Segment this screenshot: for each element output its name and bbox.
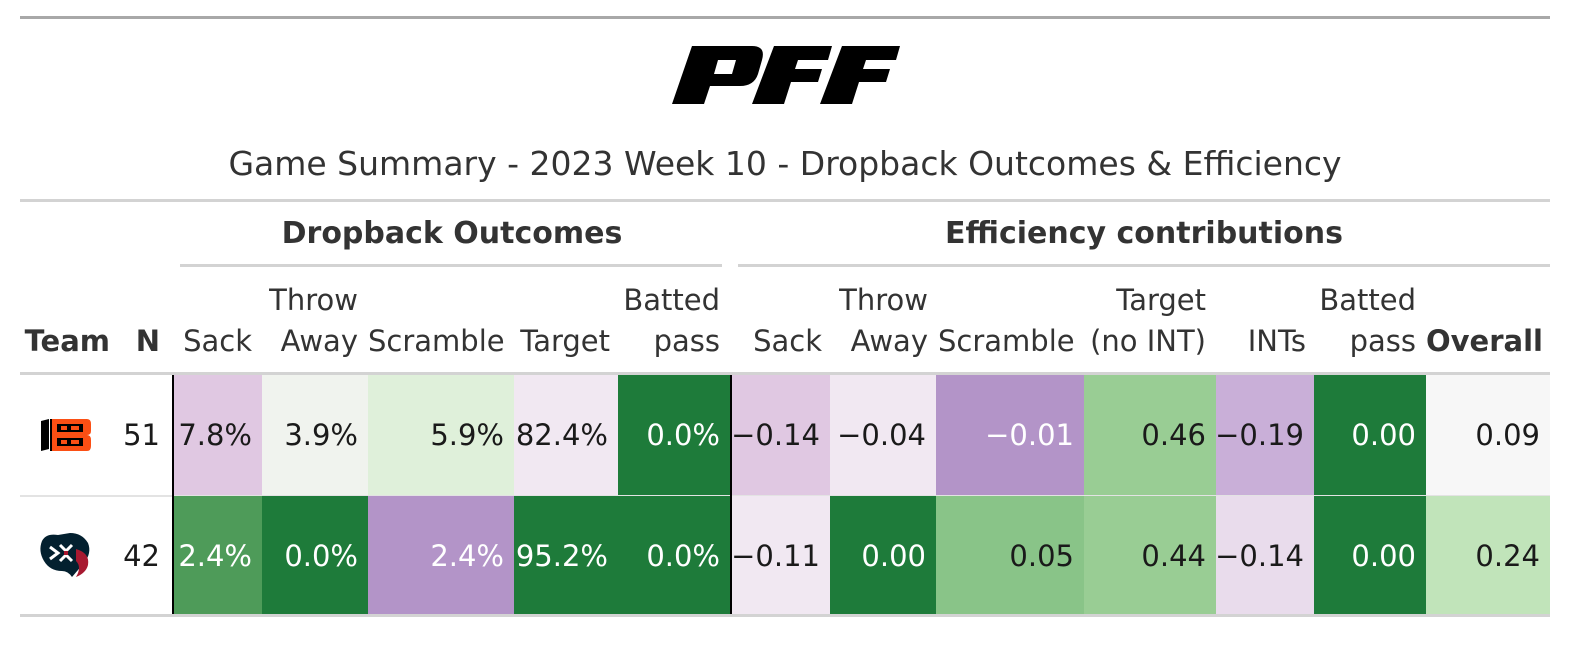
col-header-dropback-scramble: Scramble (368, 324, 505, 358)
page-title: Game Summary - 2023 Week 10 - Dropback O… (228, 144, 1342, 183)
cell-eff-ints: −0.14 (1215, 496, 1314, 616)
col-header-eff-overall: Overall (1426, 324, 1543, 358)
cell-dropback-sack: 2.4% (172, 496, 262, 616)
header-rule (20, 372, 1550, 375)
group-rule-dropback (180, 264, 722, 267)
col-header-eff-batted-pass: Batted pass (1319, 283, 1416, 358)
cell-dropback-scramble: 2.4% (368, 496, 514, 616)
cell-eff-scramble: 0.05 (936, 496, 1084, 616)
group-efficiency-contributions: Efficiency contributions (945, 216, 1343, 251)
cell-eff-overall: 0.09 (1426, 375, 1550, 495)
team-cell (20, 496, 110, 616)
cell-dropback-batted-pass: 0.0% (618, 375, 730, 495)
group-dropback-outcomes: Dropback Outcomes (281, 216, 623, 251)
cell-dropback-target: 95.2% (514, 496, 618, 616)
cell-eff-scramble: −0.01 (936, 375, 1084, 495)
cell-dropback-throw-away: 3.9% (262, 375, 368, 495)
table-row: 51 7.8% 3.9% 5.9% 82.4% 0.0% −0.14 −0.04… (20, 375, 1550, 495)
cell-dropback-target: 82.4% (514, 375, 618, 495)
group-rule-efficiency (738, 264, 1550, 267)
texans-logo-icon (40, 533, 90, 577)
bottom-rule (20, 614, 1550, 617)
n-cell: 51 (123, 418, 160, 452)
bengals-logo-icon (41, 419, 91, 451)
cell-dropback-sack: 7.8% (172, 375, 262, 495)
n-cell: 42 (123, 539, 160, 573)
col-header-dropback-sack: Sack (183, 324, 252, 358)
table-row: 42 2.4% 0.0% 2.4% 95.2% 0.0% −0.11 0.00 … (20, 496, 1550, 616)
cell-eff-batted-pass: 0.00 (1314, 375, 1426, 495)
title-rule (20, 199, 1550, 202)
cell-eff-throw-away: −0.04 (830, 375, 936, 495)
cell-eff-sack: −0.11 (731, 496, 830, 616)
cell-eff-target-no-int: 0.46 (1084, 375, 1216, 495)
cell-eff-ints: −0.19 (1215, 375, 1314, 495)
cell-eff-target-no-int: 0.44 (1084, 496, 1216, 616)
top-rule (20, 16, 1550, 19)
cell-eff-batted-pass: 0.00 (1314, 496, 1426, 616)
cell-eff-throw-away: 0.00 (830, 496, 936, 616)
cell-dropback-scramble: 5.9% (368, 375, 514, 495)
col-header-n: N (135, 324, 160, 358)
pff-logo (672, 46, 900, 104)
cell-eff-sack: −0.14 (731, 375, 830, 495)
col-header-eff-sack: Sack (753, 324, 822, 358)
col-header-eff-scramble: Scramble (938, 324, 1075, 358)
cell-dropback-batted-pass: 0.0% (618, 496, 730, 616)
cell-dropback-throw-away: 0.0% (262, 496, 368, 616)
column-divider-middle (730, 375, 732, 615)
col-header-dropback-target: Target (520, 324, 610, 358)
column-divider-left (172, 375, 174, 615)
cell-eff-overall: 0.24 (1426, 496, 1550, 616)
col-header-eff-throw-away: Throw Away (839, 283, 928, 358)
col-header-team: Team (24, 324, 110, 358)
col-header-dropback-batted-pass: Batted pass (623, 283, 720, 358)
col-header-eff-ints: INTs (1247, 324, 1306, 358)
col-header-eff-target-no-int: Target (no INT) (1090, 283, 1206, 358)
team-cell (20, 375, 110, 495)
col-header-dropback-throw-away: Throw Away (269, 283, 358, 358)
